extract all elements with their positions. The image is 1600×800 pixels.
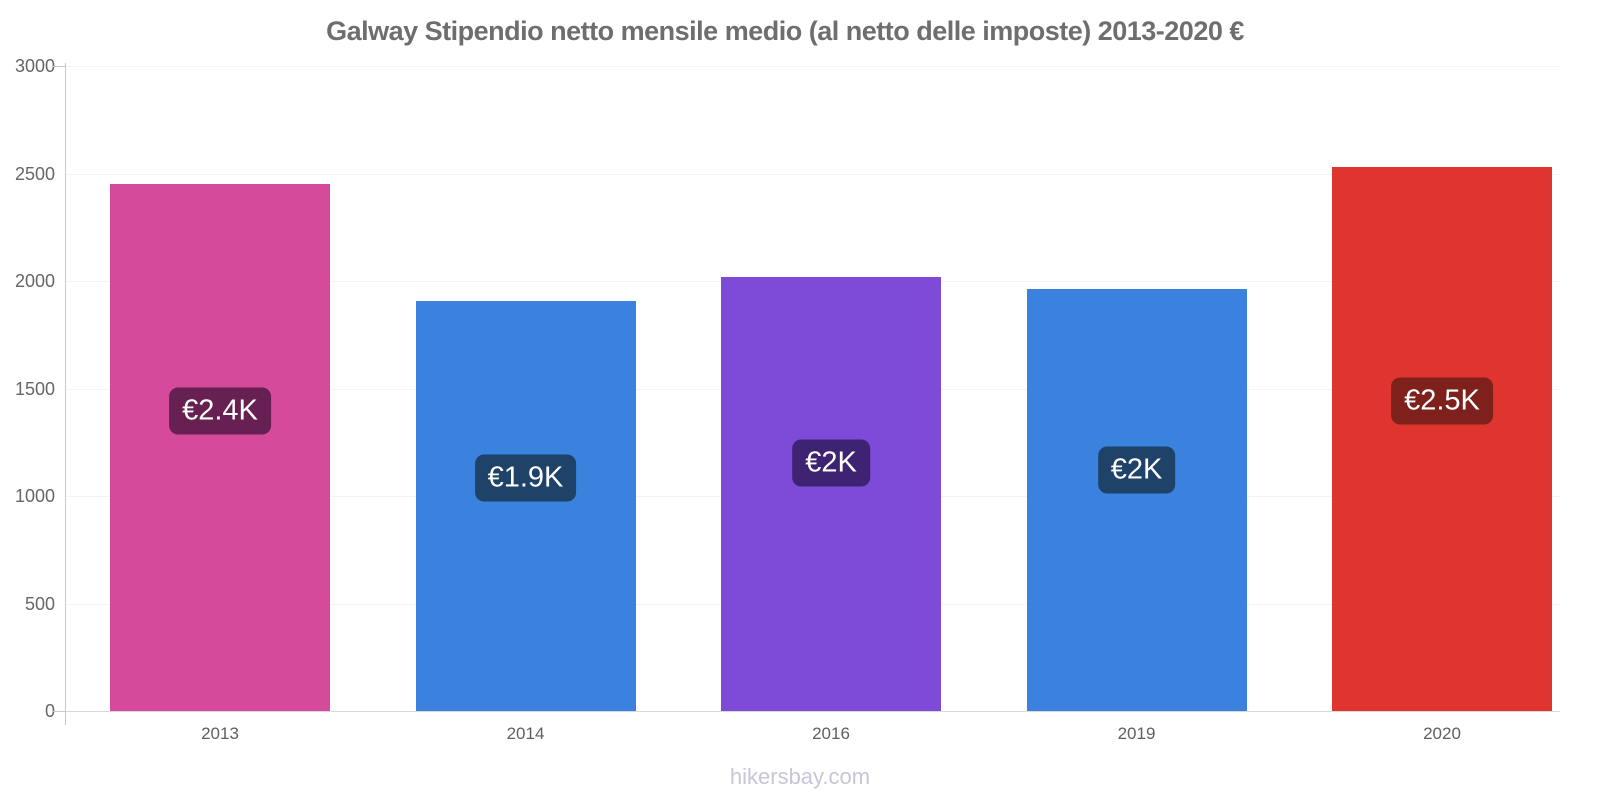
- x-tick-label-2019: 2019: [1117, 724, 1156, 743]
- x-tick-label-2020: 2020: [1423, 724, 1461, 743]
- x-tick-label-2014: 2014: [506, 724, 545, 743]
- bar-2019[interactable]: [1026, 288, 1247, 711]
- bar-value-label-2014: €1.9K: [474, 454, 577, 502]
- chart-title: Galway Stipendio netto mensile medio (al…: [326, 16, 1244, 46]
- y-tick-label-0: 0: [44, 701, 55, 721]
- y-tick-mark-0: [52, 711, 65, 712]
- y-axis: [65, 63, 66, 725]
- y-tick-label-2000: 2000: [14, 271, 55, 291]
- bar-value-label-2019: €2K: [1097, 446, 1176, 494]
- x-axis-baseline: [65, 711, 1560, 712]
- bar-value-label-2013: €2.4K: [169, 387, 271, 435]
- y-tick-label-3000: 3000: [14, 56, 55, 76]
- gridline-3000: [65, 66, 1560, 67]
- bar-2020[interactable]: [1332, 167, 1552, 711]
- watermark-text: hikersbay.com: [729, 764, 871, 789]
- x-tick-label-2016: 2016: [812, 724, 850, 743]
- bar-value-label-2020: €2.5K: [1391, 377, 1493, 425]
- gridline-2500: [65, 173, 1560, 175]
- bar-2016[interactable]: [721, 276, 941, 711]
- y-tick-label-2500: 2500: [14, 163, 55, 184]
- bar-value-label-2016: €2K: [792, 439, 870, 487]
- x-tick-label-2013: 2013: [201, 724, 239, 743]
- y-tick-label-1500: 1500: [14, 378, 55, 399]
- y-tick-label-500: 500: [24, 593, 55, 614]
- bar-2014[interactable]: [415, 301, 636, 711]
- y-tick-label-1000: 1000: [14, 486, 55, 506]
- y-tick-mark-3000: [52, 66, 65, 67]
- bar-2013[interactable]: [110, 184, 330, 711]
